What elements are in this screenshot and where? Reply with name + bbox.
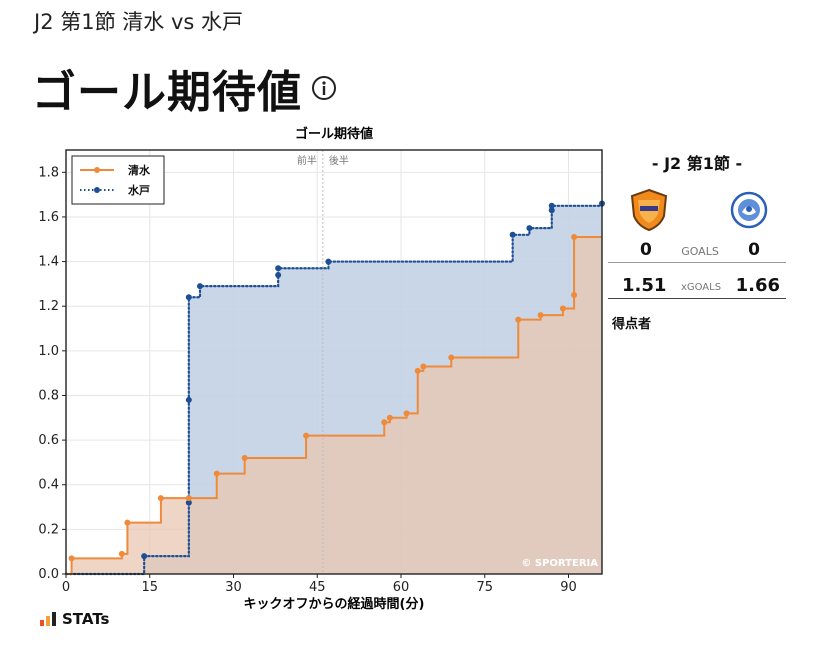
first-half-label: 前半	[297, 154, 317, 167]
away-point	[185, 294, 192, 301]
away-point	[526, 225, 533, 232]
home-point	[303, 432, 310, 439]
x-tick-label: 75	[476, 580, 493, 595]
home-area	[66, 237, 602, 574]
y-tick-label: 0.6	[38, 433, 59, 448]
team-crests	[608, 188, 786, 232]
away-point	[548, 207, 555, 214]
home-point	[124, 519, 131, 526]
home-goals: 0	[640, 240, 652, 260]
home-point	[157, 495, 164, 502]
shimizu-crest-icon[interactable]	[630, 188, 668, 232]
away-point	[185, 499, 192, 506]
home-point	[414, 367, 421, 374]
y-tick-label: 1.2	[38, 299, 59, 314]
scorers-label: 得点者	[612, 317, 652, 332]
x-tick-label: 30	[225, 580, 242, 595]
y-tick-label: 0.0	[38, 567, 59, 582]
away-goals: 0	[748, 240, 760, 260]
away-point	[185, 396, 192, 403]
away-xg: 1.66	[735, 275, 780, 296]
goals-label: GOALS	[681, 245, 719, 258]
away-point	[141, 553, 148, 560]
home-point	[68, 555, 75, 562]
x-tick-label: 45	[309, 580, 326, 595]
y-tick-label: 0.4	[38, 478, 59, 493]
xg-chart: ゴール期待値 前半 後半 0 15 30 45 60 75 90 0.0 0.2 0.4 0.6 0.8 1…	[38, 126, 605, 612]
x-tick-label: 15	[141, 580, 158, 595]
xg-label: xGOALS	[680, 282, 722, 293]
mito-crest-icon[interactable]	[730, 188, 768, 232]
second-half-label: 後半	[329, 154, 349, 167]
home-point	[118, 550, 125, 557]
panel-heading: - J2 第1節 -	[651, 154, 743, 173]
xg-row: 1.51 xGOALS 1.66	[608, 275, 786, 299]
home-point	[448, 354, 455, 361]
away-point	[548, 202, 555, 209]
info-icon[interactable]	[310, 74, 338, 102]
away-point	[325, 258, 332, 265]
goals-row: 0 GOALS 0	[608, 240, 786, 263]
watermark: © SPORTERIA	[521, 558, 598, 569]
plot-frame	[65, 149, 603, 575]
stats-logo-text: STATs	[62, 610, 110, 628]
legend-home-marker	[94, 167, 100, 173]
home-point	[571, 292, 578, 299]
x-tick-label: 60	[393, 580, 410, 595]
y-tick-label: 1.0	[38, 344, 59, 359]
x-axis-label: キックオフからの経過時間(分)	[244, 596, 425, 612]
away-point	[275, 265, 282, 272]
stats-logo: STATs	[40, 610, 109, 628]
y-tick-label: 1.4	[38, 255, 59, 270]
y-tick-label: 1.8	[38, 165, 59, 180]
home-point	[537, 312, 544, 319]
home-point	[386, 414, 393, 421]
y-tick-label: 0.8	[38, 388, 59, 403]
x-tick-label: 0	[62, 580, 70, 595]
chart-title: ゴール期待値	[295, 126, 373, 142]
match-summary-panel: - J2 第1節 - 0 GOALS 0 1.51 xGOALS 1.66 得点…	[608, 150, 786, 332]
home-point	[559, 305, 566, 312]
page-title: ゴール期待値	[32, 67, 302, 118]
home-point	[515, 316, 522, 323]
y-tick-label: 0.2	[38, 522, 59, 537]
legend-away-marker	[94, 187, 100, 193]
home-point	[403, 410, 410, 417]
legend-away-label: 水戸	[128, 183, 150, 197]
home-point	[241, 454, 248, 461]
home-xg: 1.51	[622, 275, 667, 296]
match-breadcrumb: J2 第1節 清水 vs 水戸	[34, 10, 243, 34]
stats-logo-icon	[40, 612, 56, 626]
home-point	[213, 470, 220, 477]
home-point	[420, 363, 427, 370]
away-point	[509, 231, 516, 238]
legend-home-label: 清水	[128, 163, 151, 177]
home-point	[571, 234, 578, 241]
away-point	[197, 283, 203, 290]
away-point	[275, 271, 282, 278]
x-tick-label: 90	[560, 580, 577, 595]
home-point	[381, 419, 388, 426]
home-point	[185, 495, 192, 502]
title-row: ゴール期待値	[32, 56, 338, 120]
y-tick-label: 1.6	[38, 210, 59, 225]
legend-box	[71, 155, 165, 205]
